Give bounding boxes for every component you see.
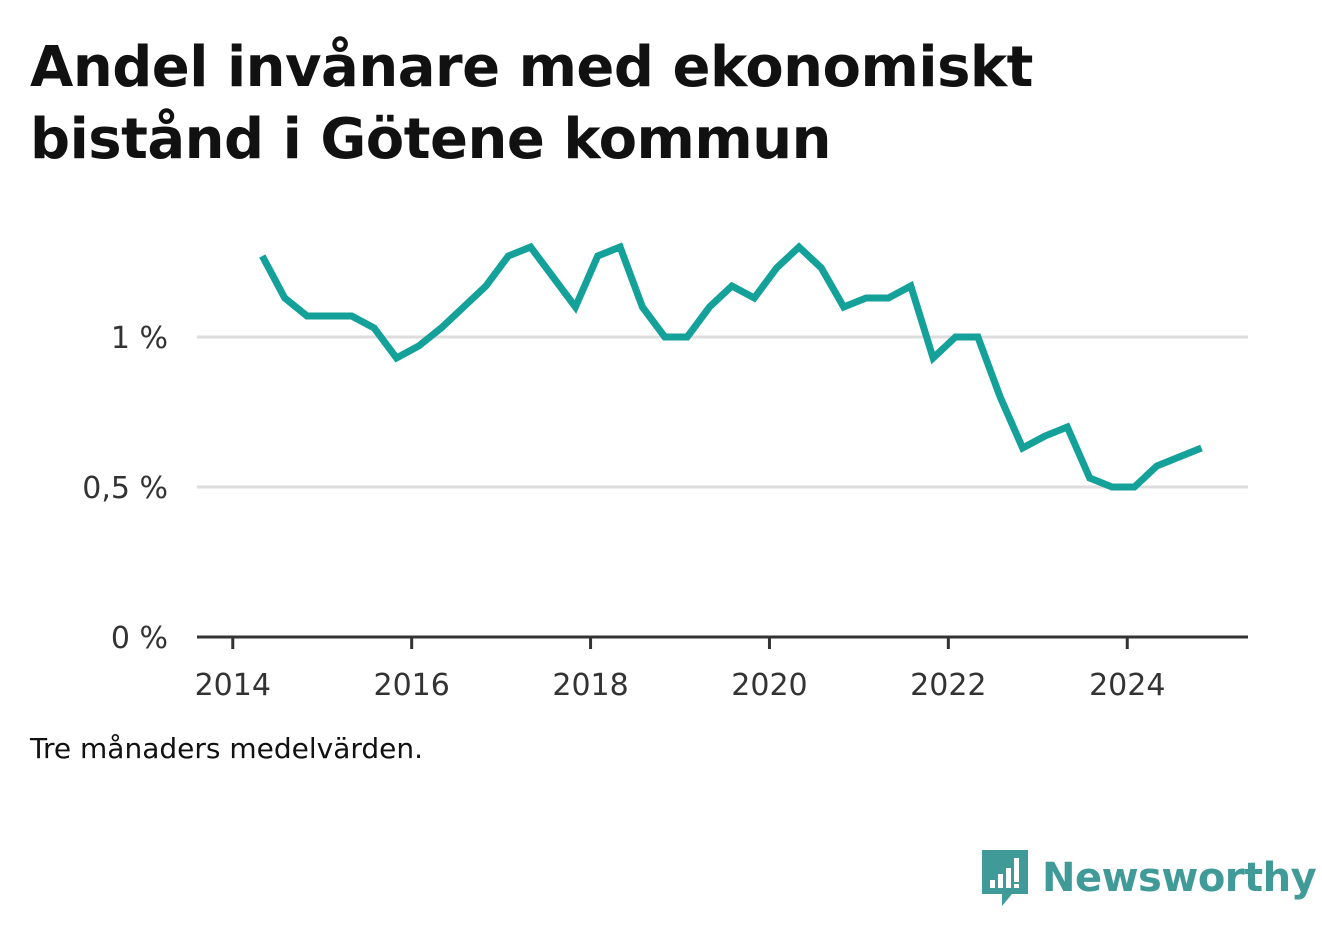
- x-tick-label: 2022: [910, 668, 986, 703]
- x-tick-label: 2020: [731, 668, 807, 703]
- x-axis: [197, 635, 1248, 649]
- series-layer: [259, 242, 1203, 491]
- x-tick-label: 2018: [552, 668, 628, 703]
- y-tick-label: 0,5 %: [82, 471, 168, 506]
- x-tick-label: 2024: [1089, 668, 1165, 703]
- x-tick-label: 2016: [373, 668, 449, 703]
- chart-note: Tre månaders medelvärden.: [30, 732, 424, 765]
- bar-chart-speech-bubble-icon: [982, 850, 1028, 906]
- brand-logo[interactable]: Newsworthy: [980, 848, 1317, 908]
- gridlines: [197, 335, 1248, 489]
- x-tick-label: 2014: [195, 668, 271, 703]
- x-axis-labels: 2014 2016 2018 2020 2022 2024: [195, 668, 1166, 703]
- brand-name: Newsworthy: [1042, 855, 1317, 901]
- y-axis-labels: 0 % 0,5 % 1 %: [82, 321, 168, 656]
- y-tick-label: 1 %: [111, 321, 168, 356]
- series-line: [259, 242, 1203, 491]
- chart-title: Andel invånare med ekonomiskt bistånd i …: [30, 35, 1033, 172]
- y-tick-label: 0 %: [111, 621, 168, 656]
